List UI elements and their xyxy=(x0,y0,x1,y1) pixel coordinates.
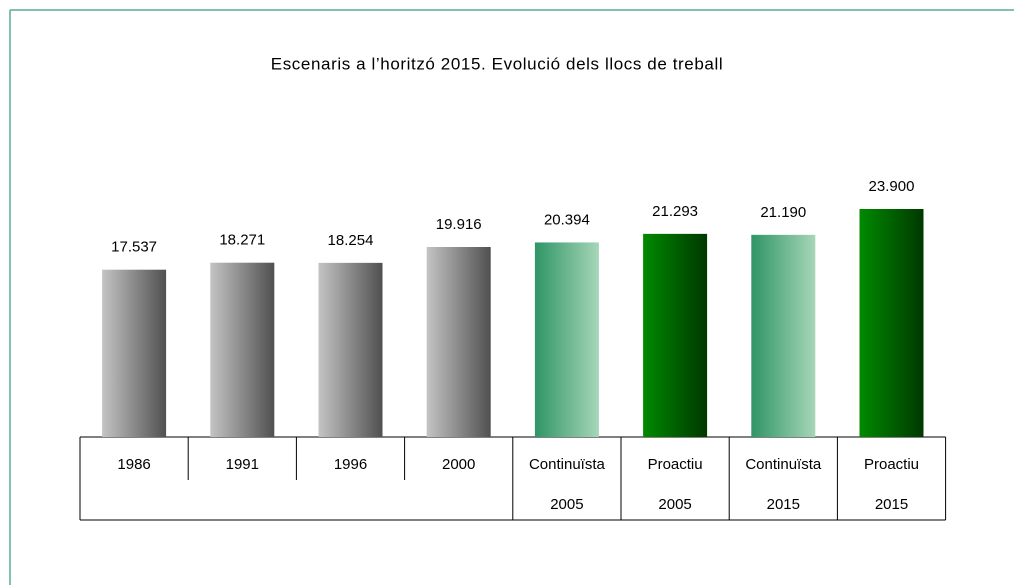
bar xyxy=(534,242,599,437)
x-tick-label: Proactiu xyxy=(648,456,703,473)
bar xyxy=(859,208,924,437)
bar xyxy=(318,262,383,437)
chart-title: Escenaris a l’horitzó 2015. Evolució del… xyxy=(271,54,723,73)
value-label: 17.537 xyxy=(111,239,157,256)
bar xyxy=(426,247,491,437)
x-tick-label: 2000 xyxy=(442,456,475,473)
value-label: 21.190 xyxy=(760,204,806,221)
x-tick-label: 1986 xyxy=(117,456,150,473)
x-tick-label: Continuïsta xyxy=(745,456,822,473)
x-tick-label: 2005 xyxy=(550,496,583,513)
x-tick-label: Continuïsta xyxy=(529,456,606,473)
value-label: 18.271 xyxy=(219,232,265,249)
bar xyxy=(102,269,167,437)
bar xyxy=(643,233,708,437)
x-tick-label: 2015 xyxy=(767,496,800,513)
x-tick-label: 1991 xyxy=(226,456,259,473)
value-label: 23.900 xyxy=(869,178,915,195)
x-tick-label: Proactiu xyxy=(864,456,919,473)
value-label: 20.394 xyxy=(544,211,590,228)
x-tick-label: 2015 xyxy=(875,496,908,513)
x-tick-label: 1996 xyxy=(334,456,367,473)
bar xyxy=(751,234,816,437)
value-label: 21.293 xyxy=(652,203,698,220)
x-tick-label: 2005 xyxy=(658,496,691,513)
bar xyxy=(210,262,275,437)
value-label: 18.254 xyxy=(328,232,374,249)
value-label: 19.916 xyxy=(436,216,482,233)
